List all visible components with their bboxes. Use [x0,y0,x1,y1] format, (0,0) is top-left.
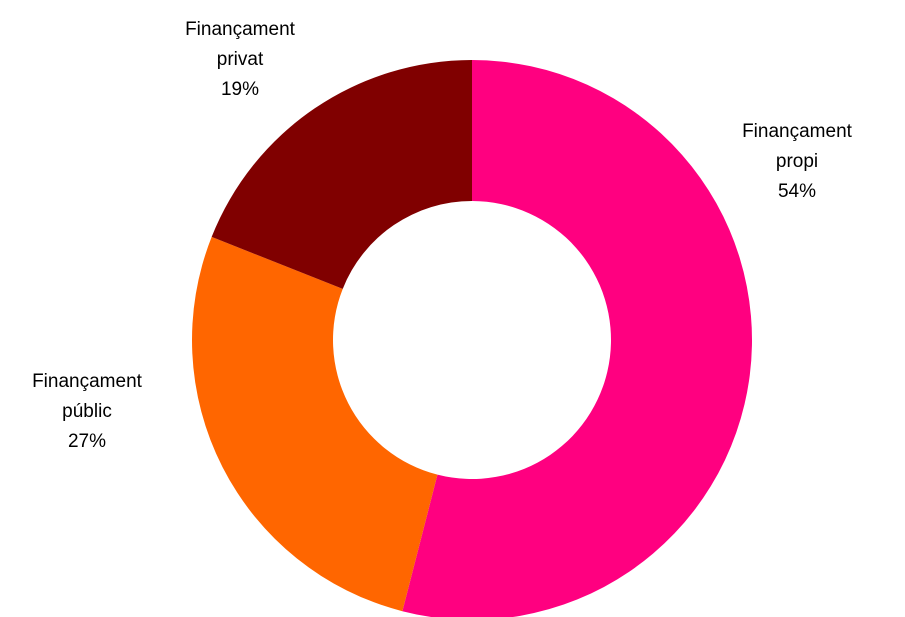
value-label: 19% [220,79,260,100]
category-label: Finançament públic [32,371,142,422]
donut-slice [211,59,472,289]
category-label: Finançament propi [742,121,852,172]
slice-label: Finançament públic 27% [22,367,152,457]
donut-slice [191,236,438,612]
donut-slice [402,60,753,617]
slice-label: Finançament propi 54% [732,117,862,207]
value-label: 54% [777,181,817,202]
value-label: 27% [67,431,107,452]
slice-label: Finançament privat 19% [175,15,305,105]
category-label: Finançament privat [185,19,295,70]
